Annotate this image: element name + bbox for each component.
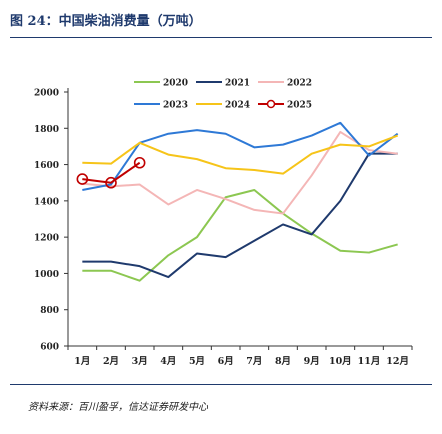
- legend-label: 2022: [287, 79, 312, 89]
- series-line-2020: [82, 188, 398, 282]
- legend-label: 2023: [163, 101, 188, 111]
- x-tick-label: 7月: [246, 356, 262, 367]
- series-line-2023: [82, 121, 399, 191]
- y-tick-label: 600: [40, 343, 59, 353]
- x-tick-label: 10月: [329, 356, 352, 367]
- legend-marker: [266, 99, 276, 109]
- y-tick-label: 2000: [34, 89, 59, 99]
- chart-legend: 2020 2021 2022 2023 2024 2025: [134, 79, 312, 111]
- chart-axes: 600 800 1000 1200 1400 1600 1800 2000 1月 2月 3月 4月 5月…: [34, 88, 413, 367]
- y-tick-label: 800: [40, 306, 59, 316]
- figure-title: 图 24：中国柴油消费量（万吨）: [10, 14, 202, 29]
- legend-label: 2024: [225, 101, 250, 111]
- y-tick-label: 1000: [34, 270, 59, 280]
- x-tick-label: 6月: [218, 356, 234, 367]
- x-tick-label: 11月: [358, 356, 381, 367]
- y-tick-label: 1400: [34, 197, 59, 207]
- x-tick-label: 8月: [275, 356, 291, 367]
- x-tick-label: 4月: [160, 356, 176, 367]
- x-tick-label: 9月: [304, 356, 320, 367]
- series-marker-2025: [133, 156, 146, 169]
- series-line-2024: [82, 134, 399, 175]
- source-note: 资料来源：百川盈孚，信达证券研发中心: [28, 402, 208, 413]
- source-rule: [10, 384, 432, 385]
- legend-label: 2020: [163, 79, 188, 89]
- chart-plot-area: [76, 121, 399, 282]
- series-marker-2025: [105, 176, 117, 189]
- x-tick-label: 5月: [189, 356, 205, 367]
- x-tick-label: 12月: [386, 356, 409, 367]
- series-line-2025: [82, 161, 141, 184]
- title-rule: [10, 37, 432, 38]
- legend-label: 2025: [287, 101, 312, 111]
- y-tick-label: 1600: [34, 161, 59, 171]
- series-line-2021: [82, 152, 398, 279]
- y-tick-label: 1800: [34, 125, 59, 135]
- series-marker-2025: [76, 173, 89, 185]
- x-tick-label: 3月: [132, 356, 148, 367]
- y-tick-label: 1200: [34, 234, 59, 244]
- x-tick-label: 1月: [74, 356, 90, 367]
- legend-label: 2021: [225, 79, 250, 89]
- series-line-2022: [82, 130, 398, 215]
- x-tick-label: 2月: [103, 356, 119, 367]
